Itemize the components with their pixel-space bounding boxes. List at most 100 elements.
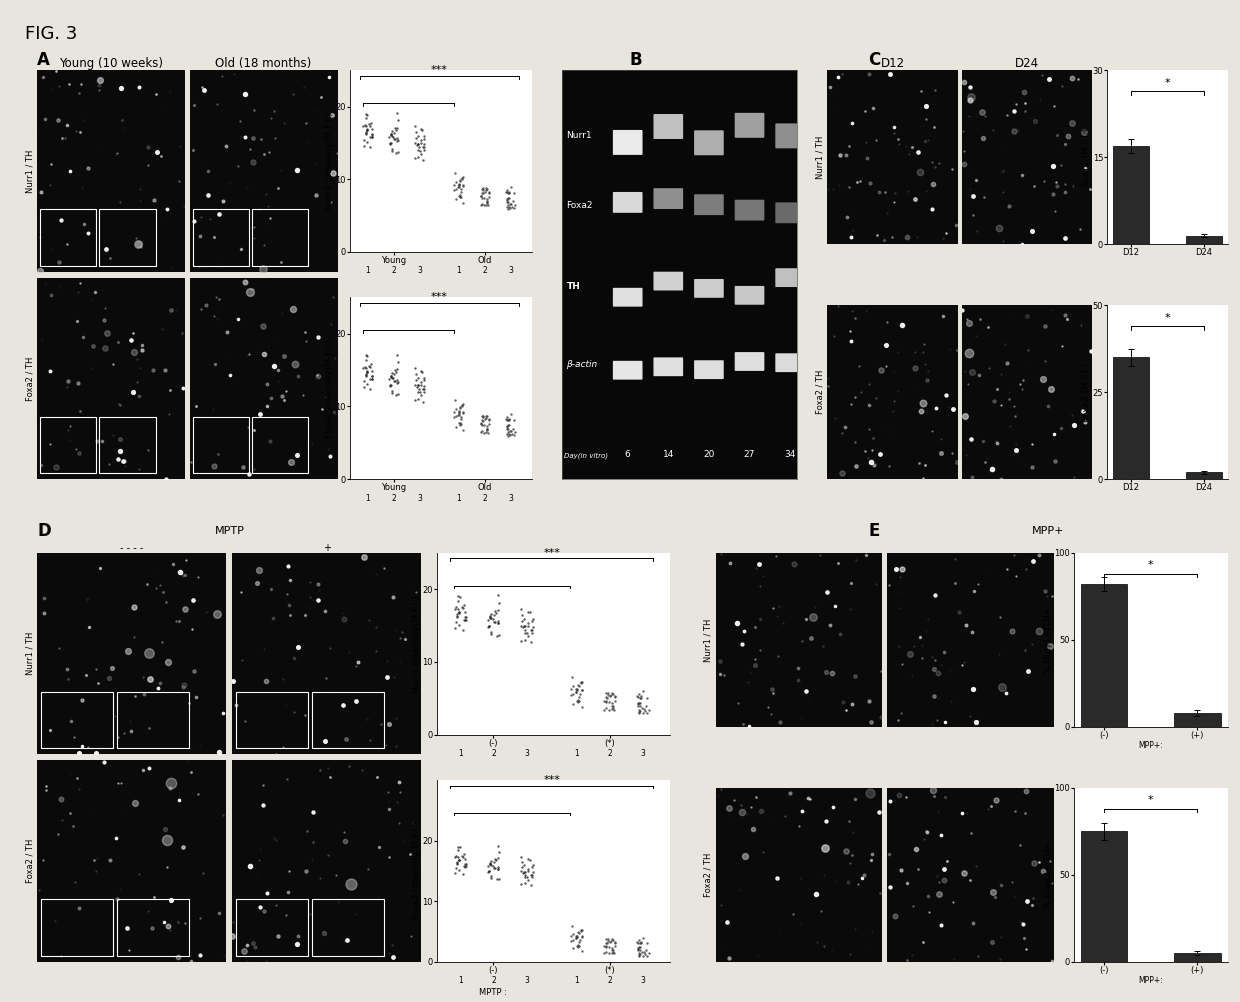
Point [511,876,531,892]
Point [632,700,652,716]
Text: 3: 3 [525,977,529,985]
Point [496,419,516,435]
Point [486,853,506,869]
Point [486,605,506,621]
Point [445,392,465,408]
Y-axis label: Nurr1 (M.F.I.): Nurr1 (M.F.I.) [1083,128,1091,186]
Point [449,407,469,423]
Point [360,139,379,155]
Point [477,195,497,211]
Point [631,934,651,950]
Point [449,177,469,193]
Bar [252,417,308,473]
Point [479,188,498,204]
Text: 2: 2 [608,749,613,759]
Point [445,866,465,882]
Point [446,848,466,864]
Point [630,939,650,955]
Point [496,191,516,207]
Point [413,139,433,155]
Point [412,364,432,380]
Point [630,701,650,717]
Point [471,197,491,213]
Point [405,118,425,134]
Point [407,372,427,388]
Point [632,683,652,699]
Y-axis label: Nurr1 Intensity(M.F.I.): Nurr1 Intensity(M.F.I.) [412,595,420,692]
Point [498,425,518,441]
Point [485,860,505,876]
Point [634,945,653,961]
Point [453,169,472,185]
Point [505,197,525,213]
Point [569,677,589,693]
Point [410,145,430,161]
Point [449,415,469,431]
Point [489,587,508,603]
Point [448,608,467,624]
Point [501,200,521,216]
Point [446,173,466,189]
Point [472,180,492,196]
Point [454,846,474,862]
Point [632,930,652,946]
Point [451,409,471,425]
Point [454,177,474,193]
Point [522,869,542,885]
Point [383,128,403,144]
Point [481,854,501,870]
Point [629,694,649,710]
Point [444,182,464,198]
Point [450,400,470,416]
Point [603,698,622,714]
Point [498,413,518,429]
Point [410,385,430,401]
Point [356,366,376,382]
FancyBboxPatch shape [734,113,764,138]
FancyBboxPatch shape [613,192,642,212]
Point [357,118,377,134]
Text: ***: *** [543,775,560,785]
Point [485,614,505,630]
Point [405,150,425,166]
Point [472,413,492,429]
Point [497,418,517,434]
Text: 6: 6 [625,450,631,459]
Point [518,863,538,879]
Point [630,947,650,963]
Point [523,611,543,627]
Point [356,126,376,142]
Point [632,948,652,964]
Point [474,197,494,213]
Point [516,867,536,883]
Point [414,128,434,144]
Bar [40,417,97,473]
Point [498,197,518,213]
Point [479,864,498,880]
Point [567,938,587,954]
Point [414,373,434,389]
Point [449,176,469,192]
Point [481,623,501,639]
Point [408,128,428,144]
Point [476,196,496,212]
Point [515,631,534,647]
Point [408,378,428,394]
Point [476,410,496,426]
Point [515,869,534,885]
Point [497,184,517,200]
Point [636,942,656,958]
Point [505,200,525,216]
Point [518,603,538,619]
Text: ***: *** [430,293,448,303]
Point [405,377,425,393]
Bar [252,209,308,266]
Point [357,349,377,365]
FancyBboxPatch shape [734,286,764,305]
Point [485,851,505,867]
FancyBboxPatch shape [775,269,805,287]
Point [563,941,583,957]
Y-axis label: Nurr1 / TH: Nurr1 / TH [704,618,713,661]
Text: *: * [1164,77,1171,87]
Point [523,864,543,880]
